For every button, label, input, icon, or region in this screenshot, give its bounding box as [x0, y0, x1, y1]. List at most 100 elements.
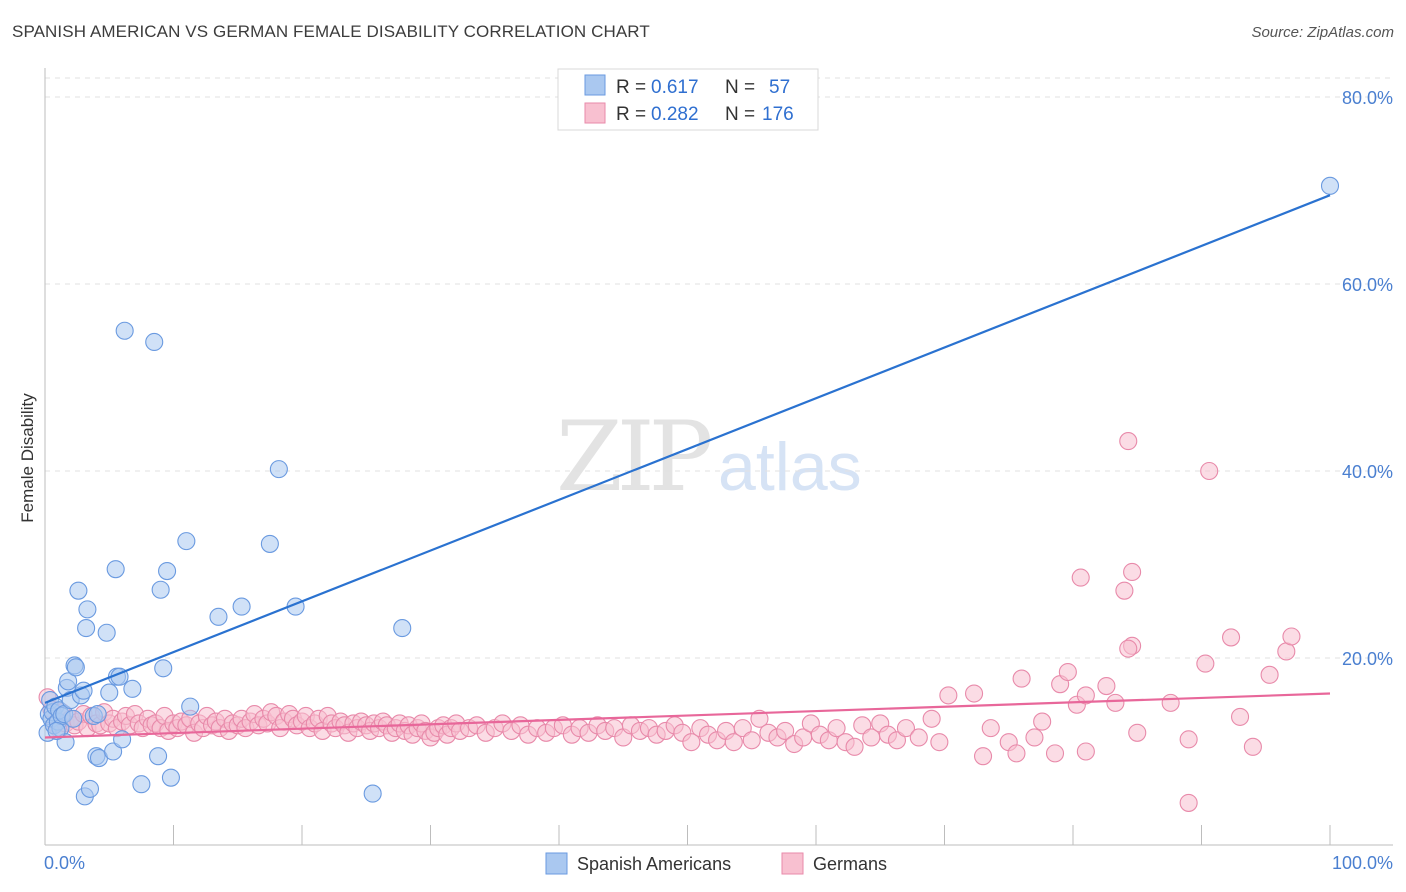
- data-point: [1161, 693, 1180, 712]
- legend-r-value: 0.617: [651, 77, 699, 98]
- data-point: [158, 561, 177, 581]
- data-point: [59, 672, 78, 691]
- data-point: [1058, 662, 1077, 682]
- trend-lines: [44, 194, 1331, 739]
- data-point: [132, 775, 151, 794]
- data-point: [78, 600, 97, 619]
- bottom-legend-label: Germans: [813, 854, 887, 874]
- data-point: [66, 658, 85, 677]
- data-point: [1071, 568, 1090, 587]
- data-point: [1115, 581, 1134, 600]
- data-point: [939, 686, 958, 705]
- legend-n-label: N =: [725, 77, 755, 98]
- data-point: [896, 719, 916, 738]
- y-tick-label: 40.0%: [1342, 462, 1393, 482]
- data-point: [269, 460, 288, 479]
- bottom-legend-label: Spanish Americans: [577, 854, 731, 874]
- x-tick-labels: 0.0% 100.0%: [44, 853, 1393, 873]
- data-point: [930, 733, 949, 752]
- legend-swatch-spanish-americans: [584, 74, 606, 96]
- data-point: [145, 332, 164, 352]
- data-point: [149, 747, 168, 766]
- data-point: [113, 730, 132, 749]
- chart-title: SPANISH AMERICAN VS GERMAN FEMALE DISABI…: [12, 22, 650, 41]
- watermark-atlas: atlas: [718, 429, 862, 505]
- data-point: [1282, 627, 1301, 646]
- data-point: [106, 560, 125, 579]
- data-point: [393, 619, 412, 638]
- data-point: [209, 607, 228, 626]
- legend-r-value: 0.282: [651, 104, 699, 125]
- data-point: [733, 719, 752, 738]
- data-point: [260, 534, 279, 553]
- x-tick-label: 100.0%: [1332, 853, 1393, 873]
- legend-swatch-germans: [584, 102, 606, 124]
- data-point: [177, 532, 196, 551]
- data-point: [77, 619, 96, 638]
- data-point: [1179, 730, 1198, 749]
- data-point: [742, 731, 761, 750]
- data-point: [47, 721, 66, 740]
- data-point: [154, 659, 173, 678]
- data-point: [1076, 686, 1095, 705]
- data-point: [1179, 793, 1198, 812]
- data-point: [161, 768, 180, 787]
- bottom-legend-swatch-germans: [781, 852, 804, 875]
- data-point: [1007, 744, 1026, 763]
- data-point: [69, 581, 88, 600]
- legend-n-value: 176: [762, 104, 794, 125]
- data-point: [1222, 628, 1241, 647]
- data-point: [965, 684, 984, 703]
- data-point: [181, 697, 200, 716]
- data-point: [64, 709, 83, 728]
- legend-n-value: 57: [769, 77, 790, 98]
- data-point: [1119, 639, 1138, 658]
- data-point: [1025, 728, 1044, 747]
- y-tick-label: 60.0%: [1342, 275, 1393, 295]
- data-point: [853, 716, 872, 735]
- data-point: [682, 733, 701, 752]
- bottom-legend-swatch-spanish-americans: [545, 852, 568, 875]
- data-point: [1123, 562, 1142, 582]
- trend-line-germans: [44, 692, 1331, 739]
- data-point: [1076, 742, 1095, 761]
- gridlines: [45, 77, 1393, 659]
- y-axis-title: Female Disability: [18, 393, 37, 523]
- legend-r-label: R =: [616, 104, 646, 125]
- y-tick-label: 20.0%: [1342, 649, 1393, 669]
- data-point: [887, 731, 907, 750]
- data-point: [776, 721, 795, 740]
- data-point: [981, 719, 1000, 738]
- data-point: [1106, 693, 1125, 712]
- data-point: [1231, 707, 1250, 726]
- data-point: [827, 719, 846, 738]
- data-point: [973, 747, 993, 766]
- data-point: [115, 321, 134, 340]
- data-point: [151, 580, 170, 599]
- data-point: [1320, 176, 1340, 195]
- data-point: [1128, 723, 1147, 742]
- chart-source: Source: ZipAtlas.com: [1251, 24, 1394, 41]
- data-point: [1200, 461, 1219, 481]
- legend: R = 0.617 N = 57 R = 0.282 N = 176: [557, 68, 819, 131]
- data-point: [232, 597, 251, 616]
- data-point: [922, 709, 941, 728]
- data-point: [750, 709, 769, 728]
- bottom-legend: Spanish Americans Germans: [545, 852, 887, 875]
- y-tick-labels: 20.0% 40.0% 60.0% 80.0%: [1342, 88, 1393, 669]
- data-point: [80, 779, 100, 798]
- data-point: [1260, 665, 1279, 684]
- x-tick-label: 0.0%: [44, 853, 85, 873]
- data-point: [104, 742, 123, 761]
- legend-r-label: R =: [616, 77, 646, 98]
- y-tick-label: 80.0%: [1342, 88, 1393, 108]
- data-point: [363, 784, 382, 803]
- series-spanish-americans: [38, 176, 1340, 806]
- data-point: [1033, 712, 1052, 731]
- data-point: [845, 737, 864, 756]
- data-point: [1196, 654, 1215, 673]
- watermark-zip: ZIP: [556, 401, 711, 513]
- data-point: [88, 705, 107, 724]
- data-point: [909, 728, 928, 747]
- legend-n-label: N =: [725, 104, 755, 125]
